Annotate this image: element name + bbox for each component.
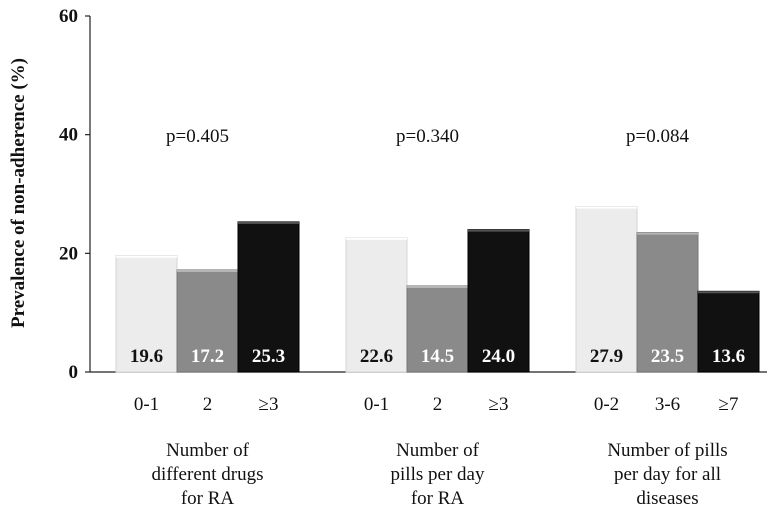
bar-value-label: 24.0 (482, 346, 515, 367)
p-value-label: p=0.405 (166, 126, 229, 147)
y-tick-label: 40 (59, 125, 78, 146)
bar (697, 290, 760, 373)
bar-value-label: 17.2 (191, 346, 224, 367)
bar-value-label: 25.3 (252, 346, 285, 367)
group-label: for RA (181, 488, 235, 509)
group-label: Number of pills (607, 440, 727, 461)
category-label: ≥3 (489, 394, 509, 415)
group-label: diseases (636, 488, 698, 509)
group-label: Number of (166, 440, 250, 461)
bar (345, 237, 408, 373)
bars (115, 205, 760, 373)
category-label: 2 (203, 394, 213, 415)
group-label: per day for all (614, 464, 721, 485)
group-label: for RA (411, 488, 465, 509)
category-label: 0-1 (134, 394, 159, 415)
bar (636, 232, 699, 373)
bar-value-label: 23.5 (651, 346, 684, 367)
bar-value-label: 19.6 (130, 346, 163, 367)
bar-value-label: 22.6 (360, 346, 393, 367)
y-axis-label: Prevalence of non-adherence (%) (8, 58, 29, 328)
bar-value-label: 27.9 (590, 346, 623, 367)
category-label: 0-1 (364, 394, 389, 415)
category-label: 3-6 (655, 394, 680, 415)
category-label: 0-2 (594, 394, 619, 415)
p-value-label: p=0.084 (626, 126, 689, 147)
y-tick-label: 20 (59, 243, 78, 264)
category-label: ≥3 (259, 394, 279, 415)
category-label: ≥7 (719, 394, 739, 415)
category-label: 2 (433, 394, 443, 415)
bar (237, 221, 300, 373)
p-value-label: p=0.340 (396, 126, 459, 147)
bar (467, 229, 530, 373)
group-label: different drugs (151, 464, 263, 485)
y-tick-label: 60 (59, 6, 78, 27)
bar-value-label: 14.5 (421, 346, 454, 367)
bar-value-label: 13.6 (712, 346, 745, 367)
y-tick-label: 0 (69, 362, 79, 383)
bar (115, 255, 178, 373)
group-label: Number of (396, 440, 480, 461)
group-label: pills per day (391, 464, 485, 485)
labels: 19.6 0-1 17.2 2 25.3 ≥3 p=0.405 Number of differ… (130, 126, 745, 509)
